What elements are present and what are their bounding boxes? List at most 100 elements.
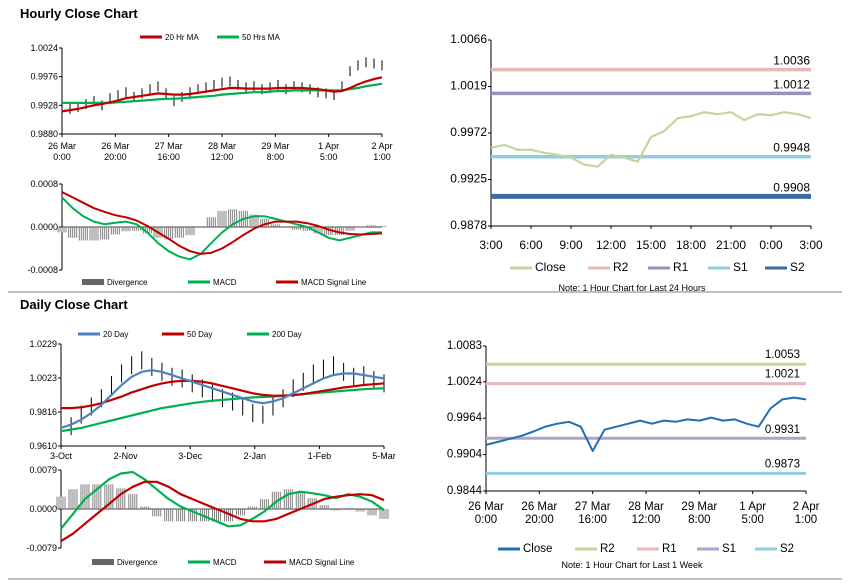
legend-label: Divergence	[117, 558, 158, 567]
daily-price-y-tick-label: 0.9816	[29, 407, 57, 417]
legend-label: Close	[535, 260, 566, 274]
legend-swatch	[82, 279, 104, 285]
x-tick-label: 3-Dec	[178, 451, 203, 461]
x-tick-label: 2-Nov	[114, 451, 139, 461]
legend-label: MACD Signal Line	[301, 278, 367, 287]
legend-label: 50 Day	[187, 330, 212, 339]
x-tick-label: 26 Mar	[468, 501, 504, 513]
chart-note: Note: 1 Hour Chart for Last 24 Hours	[558, 283, 706, 293]
x-tick-label: 29 Mar	[681, 501, 717, 513]
daily-price-y-tick-label: 1.0023	[29, 373, 57, 383]
daily-levels-y-tick-label: 0.9844	[447, 485, 483, 497]
x-tick-label: 1:00	[373, 152, 391, 162]
ma50-line	[61, 379, 385, 410]
legend-label: MACD	[213, 278, 237, 287]
macd-line	[61, 196, 382, 261]
x-tick-label: 26 Mar	[48, 141, 76, 151]
legend-label: S1	[722, 543, 736, 555]
level-label-r1: 1.0012	[773, 77, 810, 91]
x-tick-label: 1-Feb	[308, 451, 332, 461]
hourly-levels-y-tick-label: 1.0066	[450, 32, 487, 46]
hourly-price-y-tick-label: 0.9880	[30, 129, 58, 139]
x-tick-label: 1:00	[795, 514, 817, 526]
x-tick-label: 29 Mar	[261, 141, 289, 151]
x-tick-label: 27 Mar	[575, 501, 611, 513]
x-tick-label: 0:00	[759, 238, 783, 252]
daily-levels-y-tick-label: 1.0024	[447, 376, 483, 388]
x-tick-label: 3:00	[479, 238, 503, 252]
x-tick-label: 12:00	[632, 514, 661, 526]
hourly-levels-y-tick-label: 0.9878	[450, 218, 487, 232]
level-label-s2: 0.9908	[773, 180, 810, 194]
hourly-macd-y-tick-label: 0.0008	[30, 179, 58, 189]
level-label-r2: 1.0036	[773, 54, 810, 68]
ma200-line	[60, 387, 385, 433]
close-line	[490, 111, 812, 168]
hourly-section-title: Hourly Close Chart	[20, 6, 138, 21]
close-line	[485, 396, 807, 452]
level-label-s2: 0.9873	[765, 458, 800, 470]
legend-label: R2	[613, 260, 629, 274]
daily-levels-y-tick-label: 1.0083	[447, 340, 482, 352]
x-tick-label: 6:00	[519, 238, 543, 252]
x-tick-label: 2 Apr	[371, 141, 392, 151]
macd-line	[60, 470, 385, 530]
legend-label: 20 Day	[103, 330, 128, 339]
x-tick-label: 16:00	[578, 514, 607, 526]
level-label-s1: 0.9948	[773, 141, 810, 155]
level-label-r1: 1.0021	[765, 369, 800, 381]
hourly-macd-y-tick-label: -0.0008	[27, 265, 58, 275]
ma20-line	[60, 369, 385, 429]
x-tick-label: 27 Mar	[155, 141, 183, 151]
x-tick-label: 8:00	[267, 152, 285, 162]
x-tick-label: 12:00	[596, 238, 626, 252]
legend-label: R1	[673, 260, 689, 274]
x-tick-label: 0:00	[475, 514, 497, 526]
hourly-price-y-tick-label: 1.0024	[30, 43, 58, 53]
x-tick-label: 0:00	[53, 152, 71, 162]
x-tick-label: 5-Mar	[372, 451, 396, 461]
x-tick-label: 12:00	[211, 152, 234, 162]
x-tick-label: 26 Mar	[101, 141, 129, 151]
legend-label: MACD Signal Line	[289, 558, 355, 567]
legend-label: 20 Hr MA	[165, 33, 199, 42]
daily-macd-y-tick-label: 0.0079	[29, 465, 57, 475]
legend-label: S2	[780, 543, 794, 555]
x-tick-label: 8:00	[688, 514, 710, 526]
ma20-line	[61, 76, 383, 113]
x-tick-label: 5:00	[741, 514, 763, 526]
x-tick-label: 18:00	[676, 238, 706, 252]
legend-label: Close	[523, 543, 552, 555]
daily-levels-y-tick-label: 0.9904	[447, 449, 483, 461]
hourly-price-y-tick-label: 0.9928	[30, 100, 58, 110]
daily-section-title: Daily Close Chart	[20, 297, 128, 312]
hourly-price-y-tick-label: 0.9976	[30, 72, 58, 82]
x-tick-label: 3:00	[799, 238, 823, 252]
x-tick-label: 2-Jan	[244, 451, 267, 461]
hourly-macd-y-tick-label: 0.0000	[30, 222, 58, 232]
x-tick-label: 3-Oct	[50, 451, 73, 461]
chart-note: Note: 1 Hour Chart for Last 1 Week	[562, 560, 703, 570]
legend-label: R2	[600, 543, 615, 555]
level-label-r2: 1.0053	[765, 349, 800, 361]
x-tick-label: 1 Apr	[318, 141, 339, 151]
daily-levels-y-tick-label: 0.9964	[447, 412, 483, 424]
x-tick-label: 16:00	[157, 152, 180, 162]
daily-price-y-tick-label: 1.0229	[29, 339, 57, 349]
legend-label: S2	[790, 260, 805, 274]
legend-label: 50 Hrs MA	[242, 33, 280, 42]
legend-label: R1	[662, 543, 677, 555]
x-tick-label: 9:00	[559, 238, 583, 252]
x-tick-label: 5:00	[320, 152, 338, 162]
x-tick-label: 28 Mar	[628, 501, 664, 513]
level-label-s1: 0.9931	[765, 424, 800, 436]
daily-macd-y-tick-label: 0.0000	[29, 504, 57, 514]
legend-label: S1	[733, 260, 748, 274]
x-tick-label: 1 Apr	[739, 501, 766, 513]
signal-line	[61, 191, 383, 255]
hourly-levels-y-tick-label: 0.9972	[450, 125, 487, 139]
x-tick-label: 26 Mar	[521, 501, 557, 513]
legend-label: Divergence	[107, 278, 148, 287]
